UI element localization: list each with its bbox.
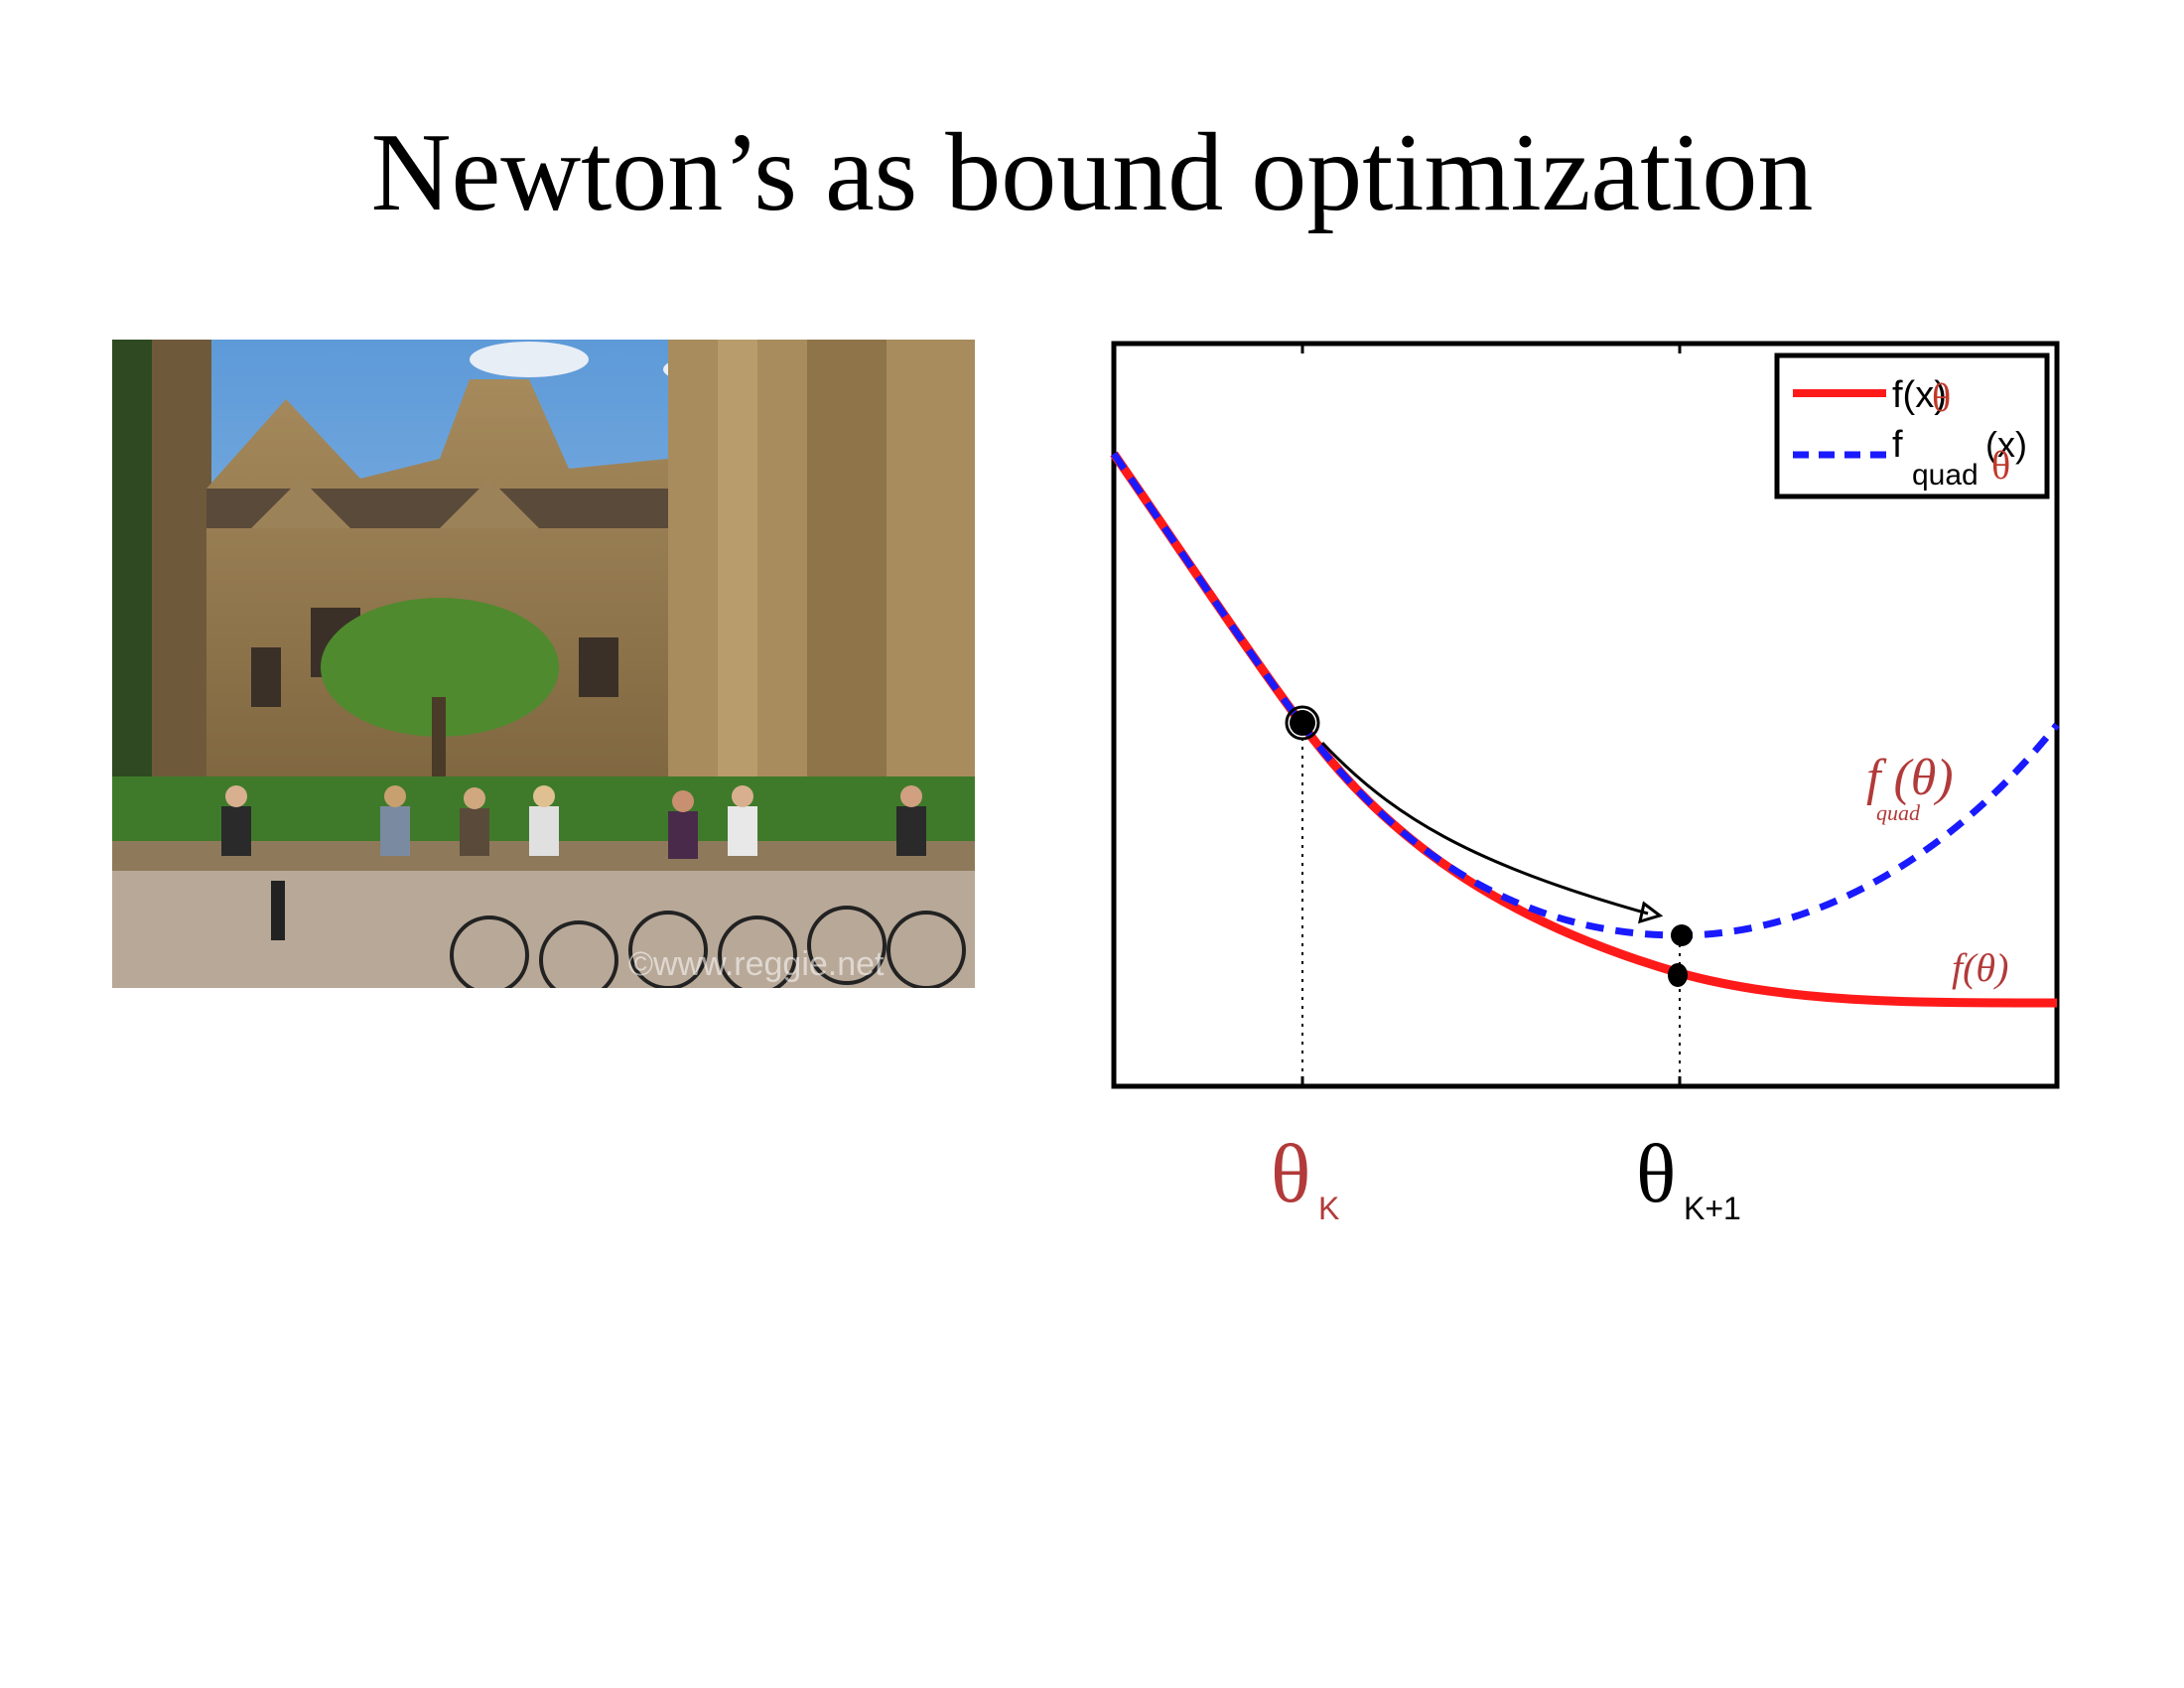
legend-f-label: f(x) xyxy=(1892,374,1947,416)
theta-k1-label: θ xyxy=(1636,1128,1676,1220)
fquad-annotation: f (θ) xyxy=(1866,750,1954,806)
fquad-annotation-sub: quad xyxy=(1876,800,1921,825)
legend-theta-mark-2: θ xyxy=(1991,443,2010,488)
legend-fquad-label: f xyxy=(1892,424,1903,466)
step-arrow xyxy=(1320,741,1649,915)
arrow-head xyxy=(1637,901,1664,924)
legend-theta-mark: θ xyxy=(1932,375,1951,420)
theta-k-point xyxy=(1290,710,1315,736)
slide-title: Newton’s as bound optimization xyxy=(370,111,1814,234)
legend-fquad-arg: (x) xyxy=(1985,424,2027,465)
theta-k-sub: K xyxy=(1318,1191,1339,1226)
legend xyxy=(1774,352,2050,499)
legend-fquad-sub: quad xyxy=(1912,459,1979,492)
theta-k-label: θ xyxy=(1271,1128,1310,1220)
f-annotation: f(θ) xyxy=(1952,945,2008,990)
fquad-curve xyxy=(1111,452,2060,939)
f-curve xyxy=(1110,451,2058,1008)
theta-k1-sub: K+1 xyxy=(1684,1191,1741,1226)
f-at-theta-k1-point xyxy=(1668,963,1688,987)
fquad-min-point xyxy=(1671,924,1693,946)
courtyard-photo: ©www.reggie.net xyxy=(112,340,975,988)
photo-watermark: ©www.reggie.net xyxy=(628,945,885,983)
bound-plot: f(x) θ f quad (x) θ f (θ) quad f(θ) θ K … xyxy=(1092,328,2085,1241)
